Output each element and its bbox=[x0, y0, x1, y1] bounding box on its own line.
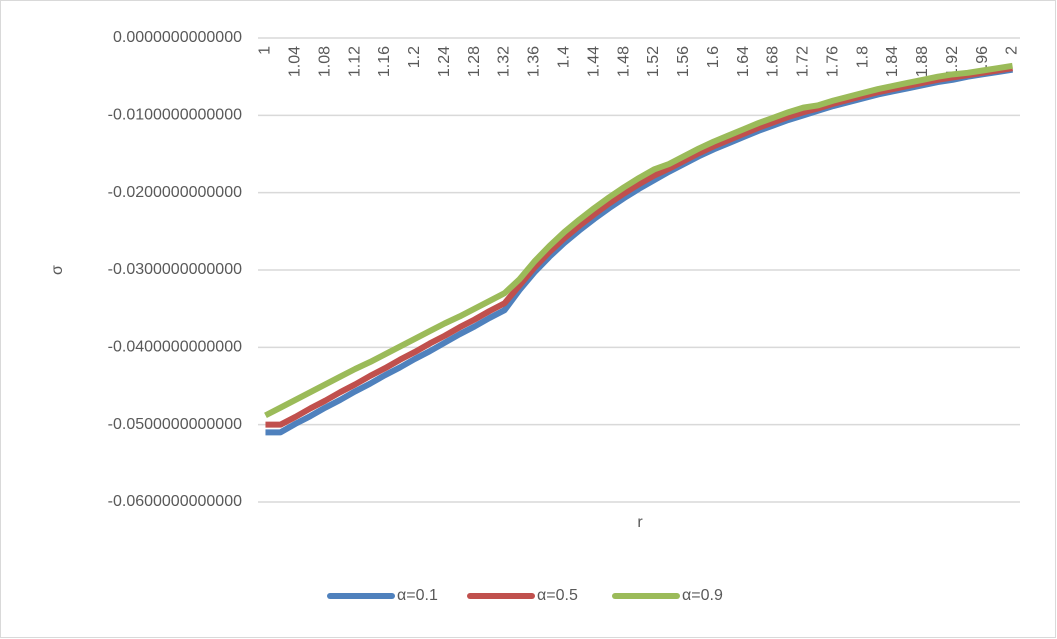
y-tick-label: -0.0100000000000 bbox=[108, 107, 242, 124]
x-tick-label: 1 bbox=[257, 46, 274, 55]
x-tick-label: 1.2 bbox=[406, 46, 423, 68]
y-axis-label: σ bbox=[49, 265, 66, 275]
x-tick-label: 2 bbox=[1004, 46, 1021, 55]
x-tick-label: 1.76 bbox=[824, 46, 841, 77]
x-tick-label: 1.88 bbox=[914, 46, 931, 77]
y-tick-label: -0.0300000000000 bbox=[108, 261, 242, 278]
legend-label: α=0.9 bbox=[682, 587, 723, 604]
x-tick-label: 1.64 bbox=[735, 46, 752, 77]
x-tick-label: 1.36 bbox=[526, 46, 543, 77]
x-tick-label: 1.28 bbox=[466, 46, 483, 77]
y-tick-label: -0.0400000000000 bbox=[108, 339, 242, 356]
x-tick-label: 1.52 bbox=[645, 46, 662, 77]
x-tick-label: 1.24 bbox=[436, 46, 453, 77]
x-axis-label: r bbox=[637, 514, 643, 531]
x-tick-label: 1.12 bbox=[346, 46, 363, 77]
line-series bbox=[265, 65, 1013, 428]
x-tick-label: 1.44 bbox=[585, 46, 602, 77]
x-tick-label: 1.4 bbox=[556, 46, 573, 68]
x-tick-label: 1.48 bbox=[615, 46, 632, 77]
x-tick-label: 1.6 bbox=[705, 46, 722, 68]
x-tick-label: 1.84 bbox=[884, 46, 901, 77]
x-tick-label: 1.56 bbox=[675, 46, 692, 77]
y-tick-label: 0.0000000000000 bbox=[113, 29, 242, 46]
line-series bbox=[264, 62, 1013, 419]
x-tick-label: 1.8 bbox=[854, 46, 871, 68]
x-tick-label: 1.68 bbox=[765, 46, 782, 77]
y-tick-label: -0.0600000000000 bbox=[108, 493, 242, 510]
x-tick-label: 1.32 bbox=[496, 46, 513, 77]
legend-label: α=0.5 bbox=[537, 587, 578, 604]
x-tick-label: 1.04 bbox=[287, 46, 304, 77]
y-tick-label: -0.0500000000000 bbox=[108, 416, 242, 433]
x-tick-label: 1.16 bbox=[376, 46, 393, 77]
y-tick-label: -0.0200000000000 bbox=[108, 184, 242, 201]
x-tick-label: 1.92 bbox=[944, 46, 961, 77]
x-tick-label: 1.72 bbox=[795, 46, 812, 77]
x-tick-label: 1.08 bbox=[316, 46, 333, 77]
legend-label: α=0.1 bbox=[397, 587, 438, 604]
